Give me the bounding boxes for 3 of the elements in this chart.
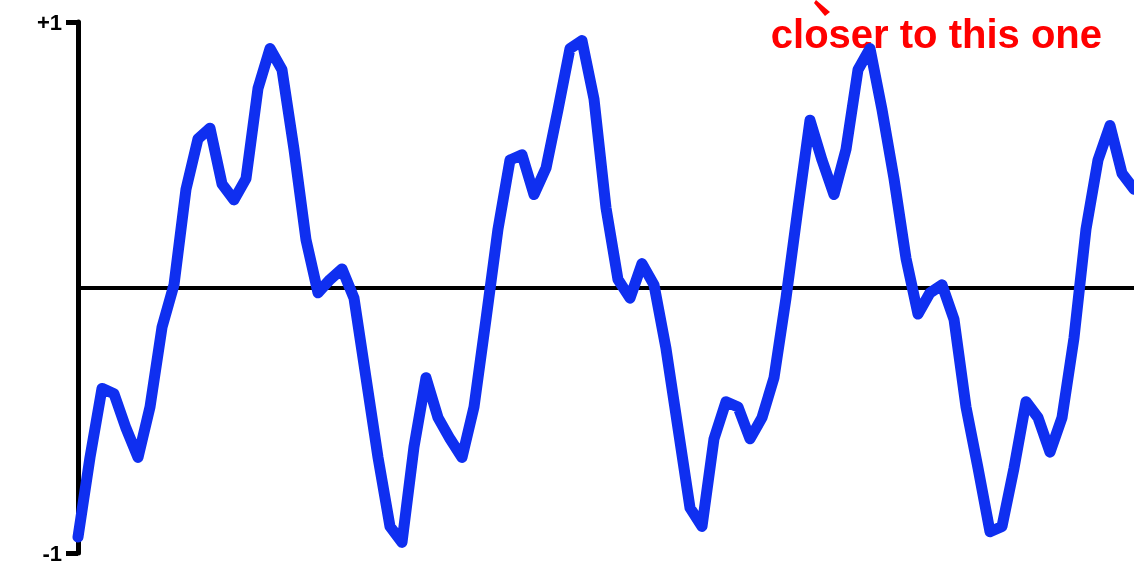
y-tick-label: +1 <box>36 9 62 35</box>
annotation: closer to this one <box>770 12 1102 56</box>
y-tick-label: -1 <box>42 540 62 566</box>
